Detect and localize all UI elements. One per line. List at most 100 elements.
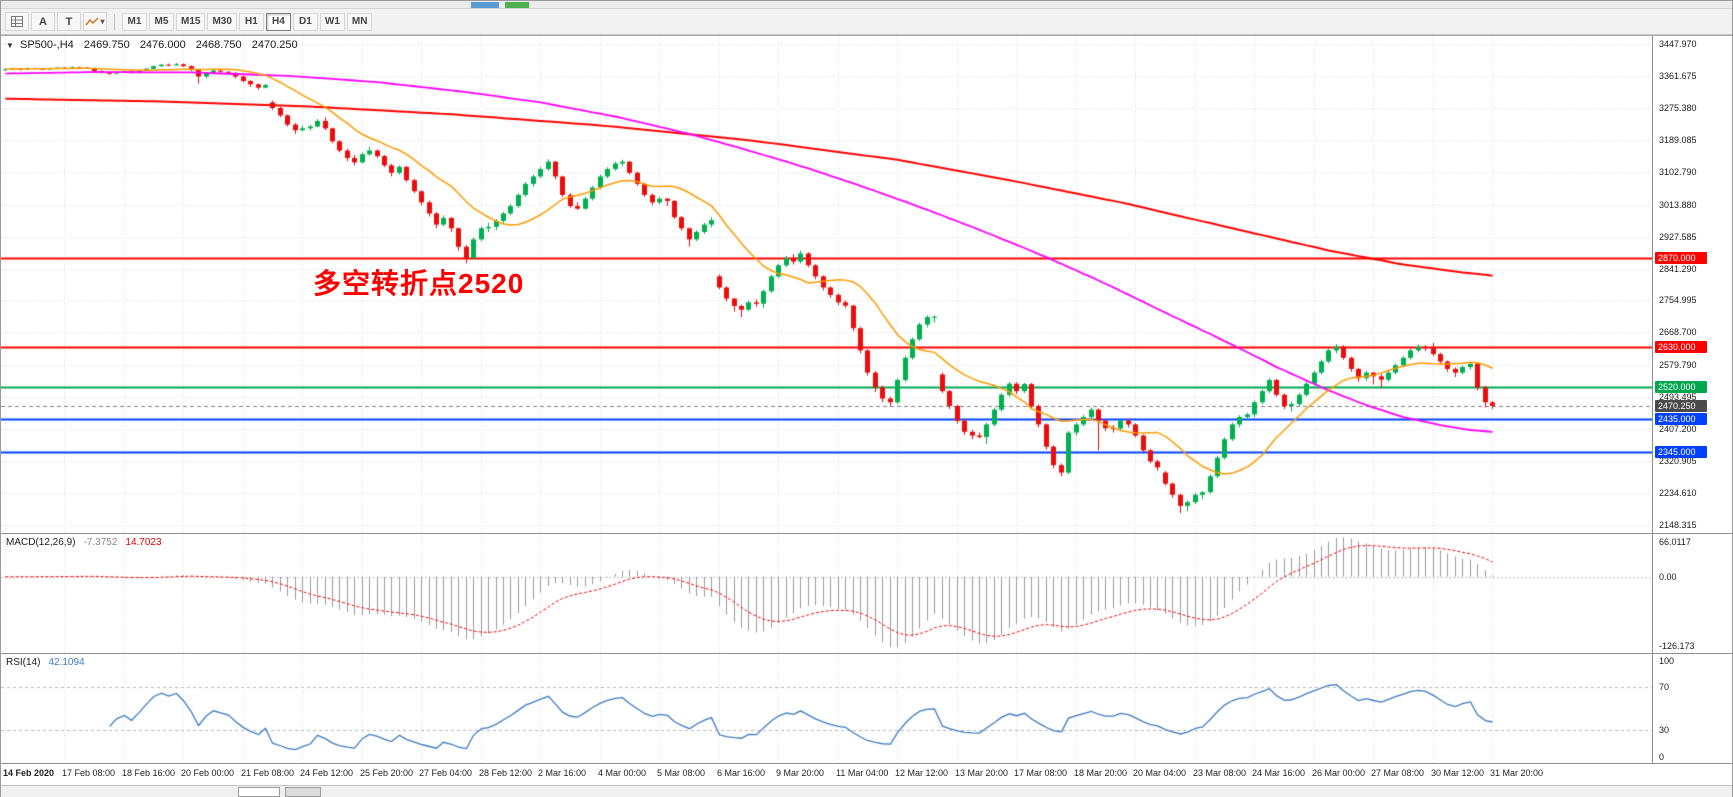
time-axis-label: 9 Mar 20:00 [776, 768, 825, 778]
candlestick-chart-canvas[interactable] [1, 36, 1652, 533]
price-axis-label: 3447.970 [1659, 38, 1697, 49]
macd-axis-label: 66.0117 [1659, 537, 1691, 547]
time-axis-label: 17 Feb 08:00 [62, 768, 116, 778]
price-axis-label: 2320.905 [1659, 456, 1697, 467]
timeframe-button-m5[interactable]: M5 [149, 12, 174, 31]
timeframe-button-w1[interactable]: W1 [319, 12, 345, 31]
bottom-tab-strip [1, 785, 1732, 797]
price-axis-label: 3275.380 [1659, 102, 1697, 113]
cursor-tool-button[interactable]: A [31, 12, 55, 31]
symbol-period-label: SP500-,H4 [19, 39, 74, 51]
time-axis[interactable]: 14 Feb 2020 17 Feb 08:00 18 Feb 16:00 20 Fe… [1, 763, 1732, 785]
price-axis-label: 3102.790 [1659, 166, 1697, 177]
price-level-badge: 2520.000 [1655, 381, 1707, 394]
timeframe-button-m30[interactable]: M30 [207, 12, 237, 31]
time-axis-label: 28 Feb 12:00 [479, 768, 533, 778]
price-axis-label: 3361.675 [1659, 70, 1697, 81]
rsi-indicator-panel[interactable]: RSI(14) 42.1094 100 70 30 0 [1, 653, 1732, 763]
chart-tab[interactable] [285, 787, 321, 797]
current-price-badge: 2470.250 [1655, 399, 1707, 412]
price-level-badge: 2345.000 [1655, 446, 1707, 459]
time-axis-label: 18 Mar 20:00 [1074, 768, 1128, 778]
ohlc-close: 2470.250 [251, 39, 298, 51]
price-axis[interactable]: 3447.970 3361.675 3275.380 3189.085 3102.790… [1652, 36, 1732, 533]
indicators-dropdown-button[interactable]: ▾ [83, 12, 107, 31]
macd-main-value: -7.3752 [83, 537, 118, 548]
time-axis-label: 5 Mar 08:00 [657, 768, 706, 778]
chart-header: ▼ SP500-,H4 2469.750 2476.000 2468.750 2… [6, 39, 305, 51]
chart-tab-active[interactable] [238, 787, 280, 797]
main-chart-panel[interactable]: ▼ SP500-,H4 2469.750 2476.000 2468.750 2… [1, 35, 1732, 533]
time-axis-label: 12 Mar 12:00 [895, 768, 949, 778]
rsi-axis[interactable]: 100 70 30 0 [1652, 654, 1732, 763]
time-axis-label: 25 Feb 20:00 [360, 768, 414, 778]
charts-grid-icon[interactable] [5, 12, 29, 31]
time-axis-label: 18 Feb 16:00 [122, 768, 176, 778]
clipped-top-row [1, 1, 1732, 9]
macd-axis-label: 0.00 [1659, 571, 1677, 582]
price-axis-label: 2493.495 [1659, 392, 1697, 403]
partial-toolbar-icon [471, 2, 499, 8]
time-axis-label: 4 Mar 00:00 [598, 768, 647, 778]
chart-toolbar: A T ▾ M1 M5 M15 M30 H1 H4 D1 W1 MN [1, 9, 1732, 35]
time-axis-label: 31 Mar 20:00 [1490, 768, 1544, 778]
chart-marker-icon: ▼ [6, 41, 14, 50]
price-axis-label: 2668.700 [1659, 327, 1697, 338]
price-axis-label: 2579.790 [1659, 360, 1697, 371]
rsi-title: RSI(14) [6, 657, 41, 668]
time-axis-label: 17 Mar 08:00 [1014, 768, 1068, 778]
timeframe-buttons-group: M1 M5 M15 M30 H1 H4 D1 W1 MN [122, 12, 373, 31]
timeframe-button-mn[interactable]: MN [346, 12, 373, 31]
price-level-badge: 2870.000 [1655, 251, 1707, 264]
timeframe-button-h4[interactable]: H4 [265, 12, 291, 31]
rsi-axis-label: 30 [1659, 725, 1670, 736]
time-axis-label: 23 Mar 08:00 [1193, 768, 1247, 778]
price-axis-label: 3189.085 [1659, 134, 1697, 145]
ohlc-high: 2476.000 [139, 39, 186, 51]
ohlc-low: 2468.750 [195, 39, 242, 51]
time-axis-label: 27 Mar 08:00 [1371, 768, 1425, 778]
ohlc-open: 2469.750 [83, 39, 130, 51]
chart-text-annotation[interactable]: 多空转折点2520 [313, 268, 525, 299]
rsi-header: RSI(14) 42.1094 [6, 657, 85, 668]
rsi-axis-label: 100 [1659, 656, 1675, 666]
rsi-chart-canvas[interactable] [1, 654, 1652, 763]
time-axis-label: 6 Mar 16:00 [717, 768, 766, 778]
price-axis-label: 2407.200 [1659, 424, 1697, 435]
drawing-tools-group: A T ▾ [5, 12, 107, 31]
timeframe-button-m1[interactable]: M1 [122, 12, 147, 31]
rsi-axis-label: 0 [1659, 752, 1665, 762]
time-axis-label: 21 Feb 08:00 [241, 768, 295, 778]
text-tool-button[interactable]: T [57, 12, 81, 31]
rsi-value: 42.1094 [48, 657, 85, 668]
time-axis-label: 2 Mar 16:00 [538, 768, 587, 778]
price-axis-label: 2754.995 [1659, 295, 1697, 306]
macd-chart-canvas[interactable] [1, 534, 1652, 653]
price-axis-label: 2234.610 [1659, 488, 1697, 499]
timeframe-button-d1[interactable]: D1 [292, 12, 318, 31]
timeframe-button-m15[interactable]: M15 [176, 12, 206, 31]
time-axis-label: 20 Mar 04:00 [1133, 768, 1187, 778]
time-axis-label: 26 Mar 00:00 [1312, 768, 1366, 778]
macd-axis-label: -126.173 [1659, 641, 1695, 651]
macd-indicator-panel[interactable]: MACD(12,26,9) -7.3752 14.7023 66.0117 0.00 -… [1, 533, 1732, 653]
time-axis-label: 30 Mar 12:00 [1431, 768, 1485, 778]
macd-axis[interactable]: 66.0117 0.00 -126.173 [1652, 534, 1732, 653]
time-axis-label: 24 Mar 16:00 [1252, 768, 1306, 778]
macd-signal-value: 14.7023 [125, 537, 162, 548]
timeframe-button-h1[interactable]: H1 [238, 12, 264, 31]
price-level-badge: 2630.000 [1655, 340, 1707, 353]
price-axis-label: 2148.315 [1659, 519, 1697, 530]
rsi-axis-label: 70 [1659, 681, 1670, 692]
time-axis-label: 14 Feb 2020 [3, 768, 55, 778]
time-axis-label: 27 Feb 04:00 [419, 768, 473, 778]
macd-title: MACD(12,26,9) [6, 537, 76, 548]
price-axis-label: 2841.290 [1659, 263, 1697, 274]
time-axis-label: 13 Mar 20:00 [955, 768, 1009, 778]
time-axis-label: 11 Mar 04:00 [836, 768, 889, 778]
partial-toolbar-icon [505, 2, 529, 8]
price-level-badge: 2435.000 [1655, 412, 1707, 425]
time-axis-label: 24 Feb 12:00 [300, 768, 354, 778]
toolbar-separator [114, 13, 115, 30]
